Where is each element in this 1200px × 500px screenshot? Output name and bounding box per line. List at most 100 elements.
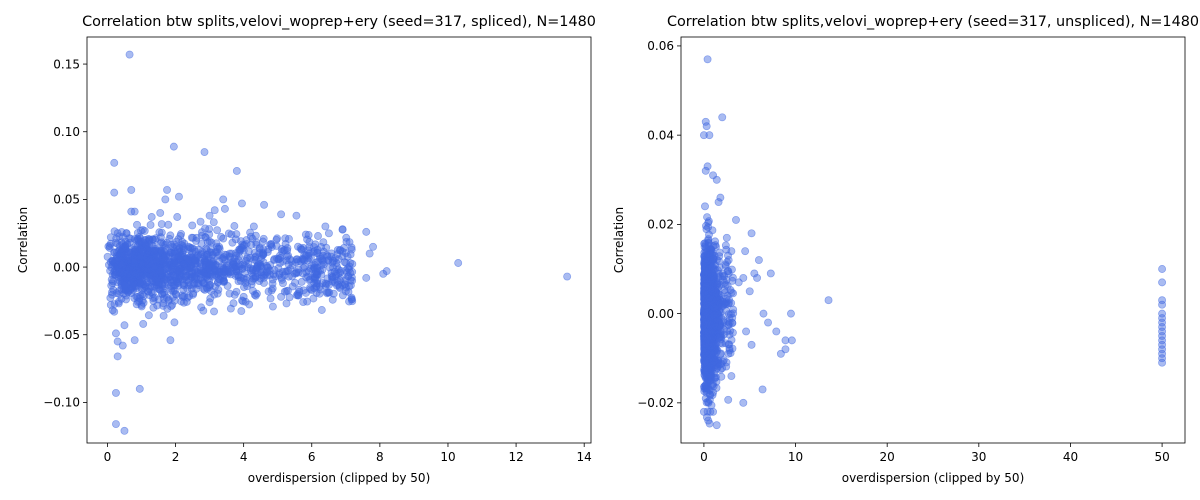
spliced-point <box>223 281 232 290</box>
spliced-point <box>294 257 303 266</box>
spliced-point <box>271 272 280 281</box>
spliced-point <box>122 295 130 304</box>
spliced-outlier-point <box>120 426 129 435</box>
spliced-point <box>214 285 223 294</box>
spliced-outlier-point <box>200 148 209 156</box>
spliced-point <box>159 284 168 293</box>
spliced-outlier-point <box>110 158 119 167</box>
spliced-point <box>192 236 201 245</box>
spliced-point <box>156 266 165 275</box>
spliced-point <box>246 253 255 262</box>
unspliced-outlier-point <box>702 122 711 131</box>
unspliced-outlier-point <box>787 309 795 318</box>
spliced-y-tick-label: 0.05 <box>53 193 80 207</box>
spliced-point <box>319 238 328 247</box>
unspliced-y-tick-label: −0.02 <box>637 396 674 410</box>
spliced-point <box>306 253 315 262</box>
unspliced-x-tick-label: 0 <box>700 450 708 464</box>
unspliced-point <box>704 217 713 226</box>
spliced-point <box>331 271 340 280</box>
spliced-point <box>291 278 299 287</box>
spliced-point <box>329 256 338 265</box>
unspliced-outlier-point <box>727 247 736 256</box>
spliced-point <box>157 220 166 228</box>
unspliced-outlier-point <box>781 345 790 354</box>
spliced-outlier-point <box>454 259 463 267</box>
spliced-point <box>235 247 244 256</box>
spliced-point <box>304 251 313 260</box>
spliced-point <box>310 275 319 284</box>
unspliced-point <box>724 395 733 404</box>
spliced-point <box>142 255 151 263</box>
spliced-point <box>231 271 240 280</box>
unspliced-point <box>704 340 713 348</box>
spliced-point <box>303 235 312 244</box>
unspliced-y-tick-label: 0.00 <box>647 307 674 321</box>
spliced-outlier-point <box>166 336 175 345</box>
spliced-outlier-point <box>164 296 173 305</box>
spliced-point <box>130 243 139 252</box>
spliced-point <box>126 263 135 272</box>
spliced-point <box>137 271 146 280</box>
spliced-point <box>219 234 228 243</box>
spliced-outlier-point <box>127 185 136 194</box>
spliced-x-tick-label: 2 <box>172 450 180 464</box>
spliced-point <box>190 273 199 282</box>
unspliced-point <box>718 364 727 373</box>
unspliced-point <box>700 290 708 299</box>
spliced-outlier-point <box>137 301 146 309</box>
unspliced-outlier-point <box>759 309 768 318</box>
unspliced-y-tick-label: 0.04 <box>647 128 674 142</box>
spliced-point <box>264 287 273 296</box>
spliced-point <box>140 239 149 247</box>
spliced-point <box>197 250 206 258</box>
unspliced-outlier-point <box>1158 265 1167 273</box>
spliced-point <box>276 253 285 262</box>
spliced-point <box>167 278 176 287</box>
unspliced-x-tick-label: 50 <box>1154 450 1169 464</box>
spliced-point <box>284 272 293 281</box>
spliced-outlier-point <box>139 319 148 328</box>
spliced-point <box>285 293 294 302</box>
spliced-point <box>243 282 252 291</box>
unspliced-outlier-point <box>712 175 721 184</box>
spliced-outlier-point <box>210 206 219 215</box>
unspliced-outlier-point <box>747 340 756 349</box>
spliced-outlier-point <box>156 208 165 217</box>
unspliced-point <box>721 339 730 348</box>
unspliced-point <box>727 288 736 297</box>
spliced-point <box>223 267 232 276</box>
spliced-outlier-point <box>277 210 286 219</box>
spliced-y-tick-label: 0.10 <box>53 125 80 139</box>
spliced-outlier-point <box>159 311 168 320</box>
unspliced-point <box>726 310 735 319</box>
spliced-x-tick-label: 14 <box>577 450 592 464</box>
spliced-point <box>170 296 179 305</box>
unspliced-point <box>701 239 709 248</box>
unspliced-outlier-point <box>722 233 731 242</box>
spliced-outlier-point <box>205 211 214 220</box>
spliced-point <box>158 289 167 298</box>
spliced-point <box>272 235 281 244</box>
spliced-point <box>199 284 208 293</box>
spliced-outlier-point <box>110 188 119 197</box>
spliced-point <box>250 290 259 299</box>
unspliced-x-tick-label: 20 <box>880 450 895 464</box>
unspliced-outlier-point <box>747 229 756 238</box>
spliced-outlier-point <box>111 388 120 397</box>
spliced-point <box>247 280 256 289</box>
spliced-point <box>334 265 343 274</box>
spliced-point <box>169 243 178 252</box>
spliced-point <box>157 228 166 237</box>
spliced-outlier-point <box>163 185 171 194</box>
spliced-outlier-point <box>169 142 178 151</box>
spliced-outlier-point <box>135 384 144 393</box>
spliced-point <box>345 297 354 306</box>
spliced-point <box>121 237 130 246</box>
spliced-point <box>346 250 355 259</box>
spliced-point <box>280 271 289 280</box>
spliced-point <box>263 263 272 272</box>
spliced-point <box>128 268 137 277</box>
spliced-outlier-point <box>113 337 122 346</box>
unspliced-y-ticks: −0.02 0.00 0.02 0.04 0.06 <box>637 39 681 410</box>
